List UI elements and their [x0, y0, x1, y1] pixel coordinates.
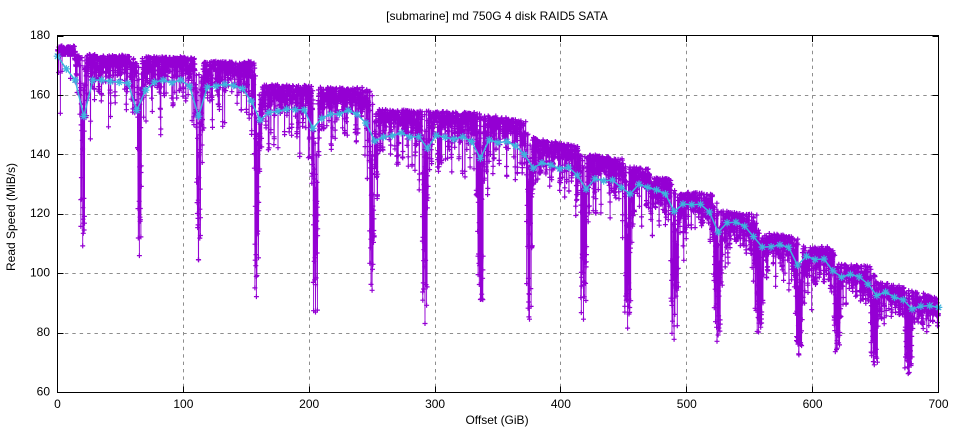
svg-text:180: 180 — [30, 28, 50, 42]
svg-text:600: 600 — [803, 397, 823, 411]
svg-text:160: 160 — [30, 87, 50, 101]
svg-text:0: 0 — [54, 397, 61, 411]
svg-text:500: 500 — [677, 397, 697, 411]
svg-text:60: 60 — [37, 385, 51, 399]
svg-text:80: 80 — [37, 325, 51, 339]
svg-text:120: 120 — [30, 206, 50, 220]
svg-text:140: 140 — [30, 147, 50, 161]
svg-text:200: 200 — [299, 397, 319, 411]
svg-text:100: 100 — [30, 266, 50, 280]
svg-text:700: 700 — [928, 397, 948, 411]
svg-text:Offset (GiB): Offset (GiB) — [465, 413, 528, 427]
svg-text:400: 400 — [551, 397, 571, 411]
svg-text:Read Speed (MiB/s): Read Speed (MiB/s) — [4, 163, 18, 271]
svg-text:300: 300 — [425, 397, 445, 411]
svg-text:100: 100 — [173, 397, 193, 411]
svg-text:[submarine] md 750G 4 disk RAI: [submarine] md 750G 4 disk RAID5 SATA — [386, 9, 608, 23]
